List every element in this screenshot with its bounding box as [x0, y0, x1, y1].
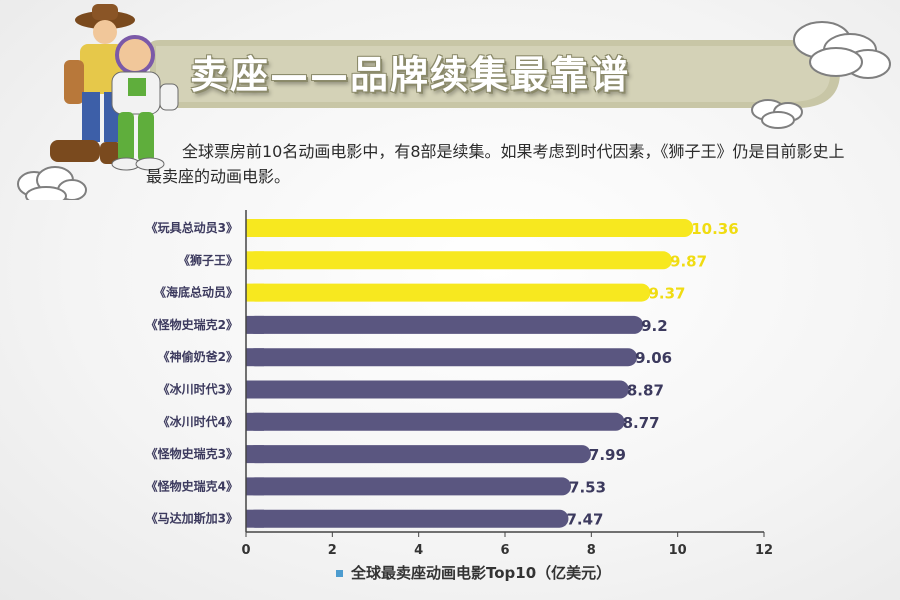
cloud-icon	[751, 99, 803, 129]
category-label: 《玩具总动员3》	[146, 220, 238, 235]
value-label: 7.99	[589, 446, 626, 464]
category-label: 《神偷奶爸2》	[158, 349, 238, 364]
category-label: 《冰川时代4》	[158, 414, 238, 429]
chart-legend: 全球最卖座动画电影Top10（亿美元）	[336, 562, 611, 583]
bar	[246, 315, 644, 334]
cloud-icon	[793, 21, 891, 79]
bar-left-edge	[246, 315, 264, 334]
bar-left-edge	[246, 509, 264, 528]
category-label: 《狮子王》	[178, 252, 238, 267]
bar	[246, 348, 638, 367]
category-label: 《怪物史瑞克2》	[146, 317, 238, 332]
page-subtitle: 全球票房前10名动画电影中，有8部是续集。如果考虑到时代因素，《狮子王》仍是目前…	[146, 142, 845, 186]
x-tick-label: 10	[669, 543, 687, 558]
bar	[246, 477, 572, 496]
cloud-icon	[17, 166, 87, 200]
legend-label: 全球最卖座动画电影Top10（亿美元）	[351, 564, 612, 582]
value-label: 9.37	[648, 285, 685, 303]
bar	[246, 412, 625, 431]
value-label: 7.47	[566, 511, 603, 529]
x-tick-label: 8	[587, 543, 596, 558]
legend-swatch-icon	[336, 570, 343, 577]
title-banner-highlight	[156, 46, 830, 102]
bar	[246, 283, 651, 302]
category-label: 《海底总动员》	[154, 285, 238, 300]
page-title: 卖座——品牌续集最靠谱	[190, 53, 631, 97]
value-label: 9.87	[670, 252, 707, 270]
value-label: 8.87	[627, 382, 664, 400]
x-tick-label: 12	[755, 543, 773, 558]
x-tick-label: 6	[500, 543, 509, 558]
value-label: 8.77	[623, 414, 660, 432]
bar	[246, 445, 591, 464]
category-label: 《马达加斯加3》	[146, 511, 238, 526]
value-label: 9.06	[635, 349, 672, 367]
bar	[246, 509, 569, 528]
x-tick-label: 2	[328, 543, 337, 558]
bar-left-edge	[246, 380, 264, 399]
bar-left-edge	[246, 219, 264, 237]
bar	[246, 251, 673, 270]
category-label: 《怪物史瑞克3》	[146, 446, 238, 461]
cowboy-character-icon	[50, 4, 135, 164]
value-label: 9.2	[641, 317, 668, 335]
bar	[246, 380, 629, 399]
title-banner-graphic	[17, 4, 891, 200]
bar	[246, 219, 694, 237]
category-label: 《怪物史瑞克4》	[146, 478, 238, 493]
bar-left-edge	[246, 348, 264, 367]
bar-left-edge	[246, 251, 264, 270]
bar-left-edge	[246, 412, 264, 431]
space-ranger-character-icon	[111, 35, 179, 171]
bar-left-edge	[246, 477, 264, 496]
bar-left-edge	[246, 445, 264, 464]
x-tick-label: 4	[414, 543, 423, 558]
category-label: 《冰川时代3》	[158, 382, 238, 397]
x-tick-label: 0	[241, 543, 250, 558]
bar-left-edge	[246, 283, 264, 302]
value-label: 7.53	[569, 478, 606, 496]
value-label: 10.36	[691, 220, 738, 238]
